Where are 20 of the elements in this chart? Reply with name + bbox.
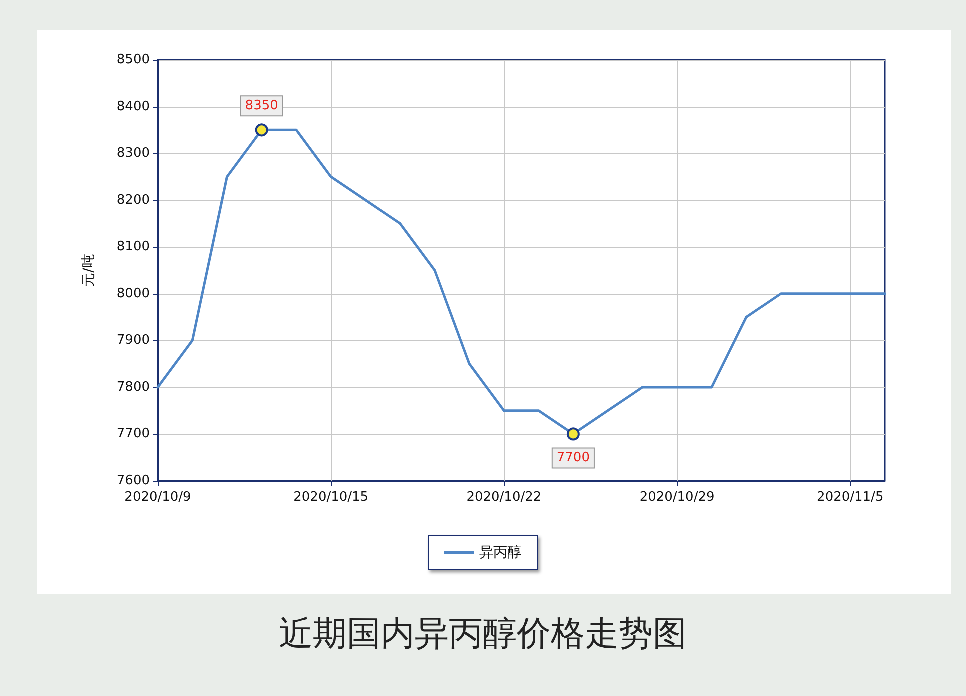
y-tick-label: 8300 — [116, 146, 150, 162]
x-tick-label: 2020/10/9 — [124, 490, 192, 505]
x-tick-label: 2020/10/22 — [466, 490, 542, 505]
x-tick-label: 2020/10/15 — [294, 490, 369, 505]
y-tick-label: 7800 — [116, 380, 150, 395]
y-tick-label: 7700 — [116, 426, 150, 442]
y-tick-label: 8100 — [116, 240, 150, 255]
x-tick-label: 2020/10/29 — [640, 490, 715, 505]
y-tick-label: 7900 — [116, 333, 150, 348]
legend-label: 异丙醇 — [480, 545, 522, 561]
y-tick-label: 8400 — [116, 99, 150, 114]
data-label: 7700 — [556, 450, 590, 466]
data-label: 8350 — [245, 98, 278, 114]
y-tick-label: 8200 — [116, 192, 150, 208]
y-tick-label: 8000 — [116, 286, 150, 302]
text: 近期国内异丙醇价格走势图 — [279, 614, 687, 654]
x-tick-label: 2020/11/5 — [817, 490, 884, 505]
y-tick-label: 8500 — [116, 52, 150, 68]
y-tick-label: 7600 — [116, 474, 150, 488]
y-axis-title: 元/吨 — [81, 254, 97, 287]
